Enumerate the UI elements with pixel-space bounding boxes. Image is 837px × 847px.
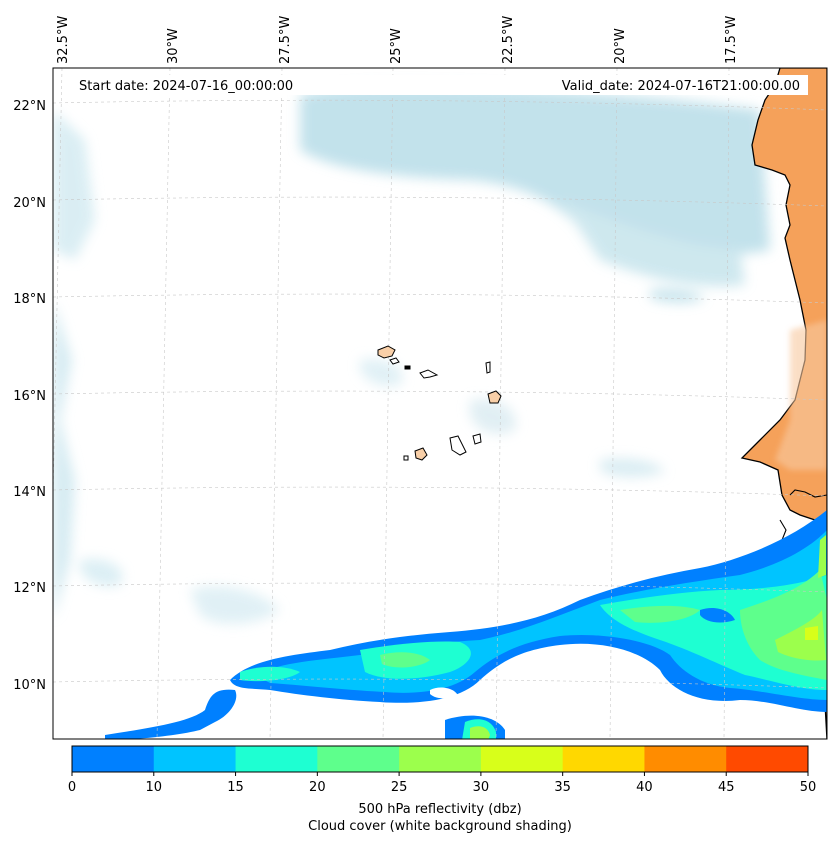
- lat-label: 22°N: [13, 99, 46, 114]
- colorbar-segment: [562, 746, 645, 772]
- island-santiago: [449, 435, 467, 456]
- colorbar-tick-label: 0: [68, 780, 76, 795]
- colorbar-tick-label: 40: [636, 780, 653, 795]
- valid-date-label: Valid_date: 2024-07-16T21:00:00.00: [562, 79, 800, 94]
- colorbar-tick-label: 50: [800, 780, 817, 795]
- cloud-cover: [53, 85, 770, 625]
- reflectivity-field: [105, 510, 827, 739]
- colorbar-segment: [480, 746, 564, 772]
- colorbar-segment: [726, 746, 809, 772]
- colorbar-segment: [235, 746, 318, 772]
- island-santa-luzia: [404, 365, 411, 370]
- colorbar-segment: [644, 746, 727, 772]
- lat-label: 18°N: [13, 292, 46, 307]
- date-label-box: [71, 75, 808, 95]
- colorbar-frame: [71, 745, 809, 773]
- lat-label: 10°N: [13, 678, 46, 693]
- colorbar-segment: [153, 746, 237, 772]
- colorbar-segment: [399, 746, 482, 772]
- colorbar-tick-label: 45: [718, 780, 735, 795]
- lon-label: 20°W: [613, 28, 628, 64]
- lat-label: 16°N: [13, 389, 46, 404]
- colorbar-tick-label: 25: [391, 780, 408, 795]
- lon-label: 32.5°W: [56, 16, 71, 64]
- lon-label: 27.5°W: [278, 16, 293, 64]
- colorbar-subtitle: Cloud cover (white background shading): [308, 819, 572, 834]
- island-sal: [485, 361, 491, 374]
- island-fogo: [414, 447, 428, 461]
- colorbar-segment: [317, 746, 400, 772]
- island-santo-antao: [377, 345, 396, 359]
- map-frame: [52, 67, 828, 740]
- lon-label: 25°W: [389, 28, 404, 64]
- colorbar-tick-label: 15: [227, 780, 244, 795]
- lon-label: 17.5°W: [724, 16, 739, 64]
- island-sao-nicolau: [419, 369, 439, 379]
- lat-label: 14°N: [13, 485, 46, 500]
- longitude-labels: 32.5°W 30°W 27.5°W 25°W 22.5°W 20°W 17.5…: [56, 16, 739, 64]
- cape-verde-islands: [377, 345, 502, 461]
- latitude-labels: 22°N 20°N 18°N 16°N 14°N 12°N 10°N: [13, 99, 46, 693]
- island-brava: [403, 455, 409, 461]
- lon-label: 30°W: [166, 28, 181, 64]
- lat-label: 20°N: [13, 196, 46, 211]
- colorbar-segment: [72, 746, 155, 772]
- colorbar-title: 500 hPa reflectivity (dbz): [358, 802, 521, 817]
- colorbar-tick-label: 35: [554, 780, 571, 795]
- island-boa-vista: [487, 390, 502, 404]
- lon-label: 22.5°W: [501, 16, 516, 64]
- graticule: [53, 68, 827, 739]
- island-sao-vicente: [389, 357, 400, 365]
- island-maio: [472, 433, 482, 445]
- start-date-label: Start date: 2024-07-16_00:00:00: [79, 79, 293, 94]
- colorbar: [72, 746, 809, 772]
- colorbar-tick-label: 30: [473, 780, 490, 795]
- colorbar-tick-label: 10: [146, 780, 163, 795]
- colorbar-ticks: 0 10 15 20 25 30 35 40 45 50: [68, 772, 816, 795]
- colorbar-tick-label: 20: [309, 780, 326, 795]
- lat-label: 12°N: [13, 581, 46, 596]
